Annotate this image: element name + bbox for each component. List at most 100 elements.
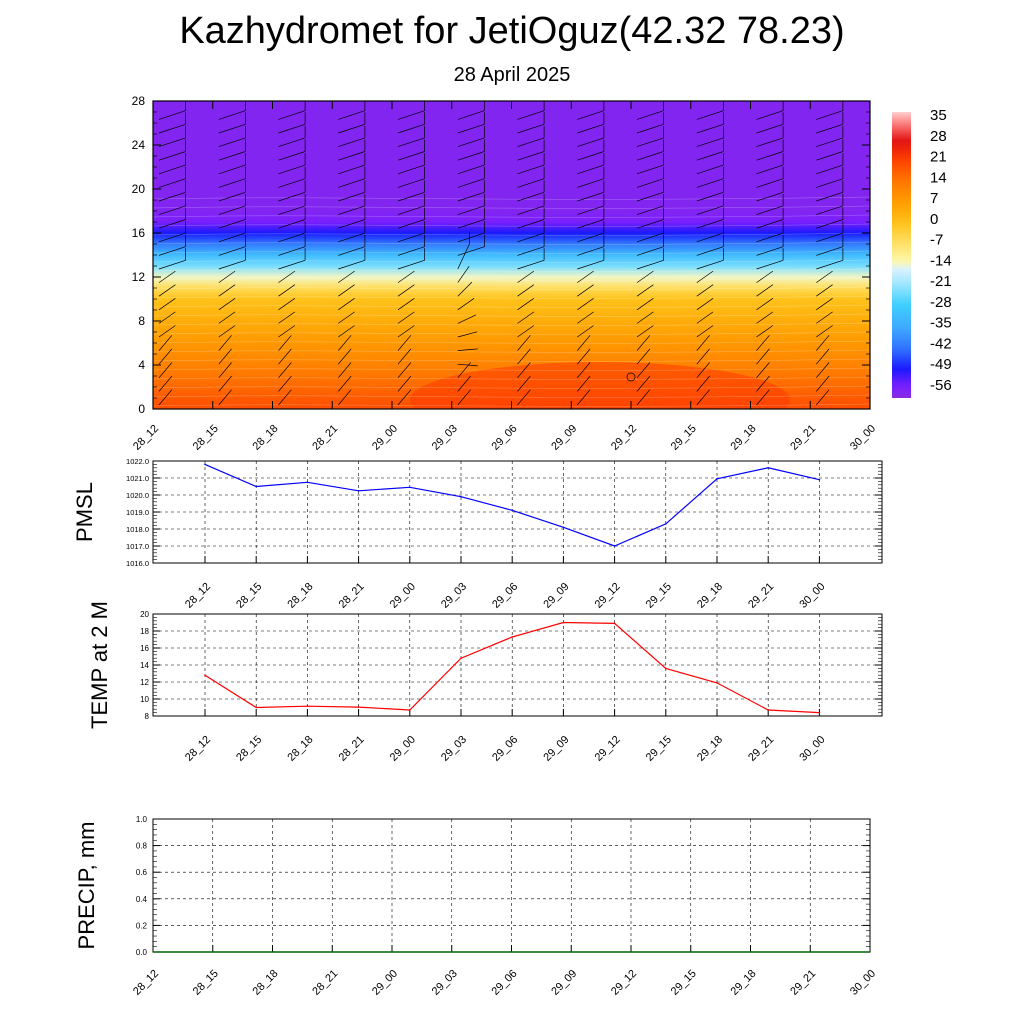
wind-barb bbox=[636, 219, 664, 229]
data-point bbox=[460, 657, 462, 659]
precip-panel: 0.0 0.2 0.4 0.6 0.8 1.0 28_12 28_15 28_18 28_21 29… bbox=[74, 815, 878, 998]
wind-barb bbox=[816, 270, 833, 283]
wind-barb bbox=[577, 259, 605, 270]
wind-barb bbox=[457, 348, 478, 351]
contour-lines bbox=[153, 196, 870, 478]
wind-barb bbox=[696, 270, 714, 283]
wind-barb bbox=[218, 137, 246, 147]
wind-barb bbox=[816, 164, 844, 175]
wind-barb bbox=[756, 375, 770, 392]
wind-barb bbox=[756, 270, 774, 283]
wind-barb bbox=[696, 151, 724, 161]
contour-line bbox=[153, 476, 870, 478]
wind-barb bbox=[338, 311, 355, 324]
colorbar-label: -7 bbox=[930, 232, 943, 249]
wind-barb bbox=[577, 284, 594, 297]
wind-barb bbox=[876, 298, 892, 310]
heatmap-xtick-label: 30_00 bbox=[848, 423, 878, 453]
wind-barb bbox=[517, 110, 545, 120]
wind-barb bbox=[696, 298, 714, 311]
chart-title: Kazhydromet for JetiOguz(42.32 78.23) bbox=[179, 10, 845, 52]
xtick-label: 28_15 bbox=[234, 734, 264, 764]
wind-barb bbox=[457, 243, 470, 270]
wind-barb bbox=[636, 259, 664, 270]
wind-barb bbox=[457, 219, 485, 229]
contour-line bbox=[153, 214, 870, 218]
wind-barb bbox=[636, 362, 651, 379]
colorbar-label: 14 bbox=[930, 169, 947, 186]
wind-barb bbox=[816, 178, 844, 188]
xtick-label: 29_03 bbox=[439, 581, 469, 611]
wind-barb bbox=[278, 110, 306, 120]
wind-barb bbox=[397, 151, 425, 161]
wind-barb bbox=[158, 110, 186, 120]
colorbar-label: -28 bbox=[930, 294, 952, 311]
wind-barb bbox=[816, 335, 830, 351]
wind-barb bbox=[577, 348, 591, 365]
ytick-label: 1016.0 bbox=[126, 559, 149, 568]
xtick-label: 28_18 bbox=[285, 581, 315, 611]
heatmap-xtick-label: 28_12 bbox=[131, 423, 161, 453]
calm-circle bbox=[626, 372, 636, 382]
wind-barb bbox=[756, 191, 784, 202]
wind-barb bbox=[397, 259, 425, 270]
wind-barb bbox=[278, 284, 296, 297]
wind-barb bbox=[577, 246, 605, 256]
wind-barb bbox=[636, 389, 651, 406]
wind-barb bbox=[816, 284, 833, 297]
wind-barb bbox=[696, 284, 714, 297]
contour-line bbox=[153, 349, 870, 353]
wind-barb bbox=[756, 284, 774, 297]
wind-barb bbox=[218, 348, 232, 365]
heatmap-ytick-label: 4 bbox=[138, 358, 145, 372]
wind-barb bbox=[816, 205, 844, 215]
wind-barb bbox=[756, 362, 770, 379]
wind-barb bbox=[278, 348, 292, 365]
wind-barb bbox=[218, 362, 232, 379]
ytick-label: 18 bbox=[140, 627, 149, 636]
wind-barb bbox=[158, 311, 176, 324]
wind-barb bbox=[816, 298, 833, 311]
wind-barb bbox=[876, 271, 892, 283]
xtick-label: 29_18 bbox=[729, 968, 759, 998]
wind-barb bbox=[158, 205, 186, 215]
xtick-label: 29_21 bbox=[788, 968, 818, 998]
wind-barb bbox=[338, 259, 366, 270]
wind-barb bbox=[158, 123, 186, 134]
xtick-label: 28_15 bbox=[191, 968, 221, 998]
heatmap-xtick-label: 29_03 bbox=[430, 423, 460, 453]
wind-barb bbox=[756, 137, 784, 147]
wind-barb bbox=[457, 178, 485, 188]
wind-barb bbox=[278, 325, 296, 338]
wind-barb bbox=[517, 311, 535, 324]
contour-line bbox=[153, 313, 870, 317]
wind-barb bbox=[278, 123, 306, 134]
wind-barb bbox=[397, 123, 425, 134]
wind-barb bbox=[457, 191, 485, 202]
xtick-label: 29_00 bbox=[388, 581, 418, 611]
data-point bbox=[562, 526, 565, 529]
xtick-label: 29_03 bbox=[430, 968, 460, 998]
xtick-label: 28_18 bbox=[251, 968, 281, 998]
wind-barb bbox=[517, 284, 535, 297]
wind-barb bbox=[756, 164, 784, 175]
data-point bbox=[613, 545, 616, 547]
contour-line bbox=[153, 385, 870, 389]
xtick-label: 28_18 bbox=[285, 734, 315, 764]
wind-barb bbox=[218, 335, 232, 351]
wind-barb bbox=[278, 298, 296, 311]
ytick-label: 0.4 bbox=[136, 895, 148, 904]
data-point bbox=[665, 523, 667, 525]
ytick-label: 1.0 bbox=[136, 815, 148, 824]
wind-barb bbox=[338, 232, 366, 243]
contour-line bbox=[153, 322, 870, 326]
wind-barb bbox=[218, 259, 246, 270]
data-point bbox=[255, 485, 257, 488]
wind-barb bbox=[158, 284, 176, 297]
data-point bbox=[562, 621, 565, 624]
wind-barb bbox=[517, 219, 545, 229]
heatmap-xtick-label: 28_21 bbox=[310, 423, 340, 453]
contour-line bbox=[153, 241, 870, 245]
temp-panel: 8 10 12 14 16 18 20 28_12 28_15 28_18 28_21 29_00 29… bbox=[87, 601, 883, 764]
heatmap-xtick-label: 29_18 bbox=[729, 423, 759, 453]
